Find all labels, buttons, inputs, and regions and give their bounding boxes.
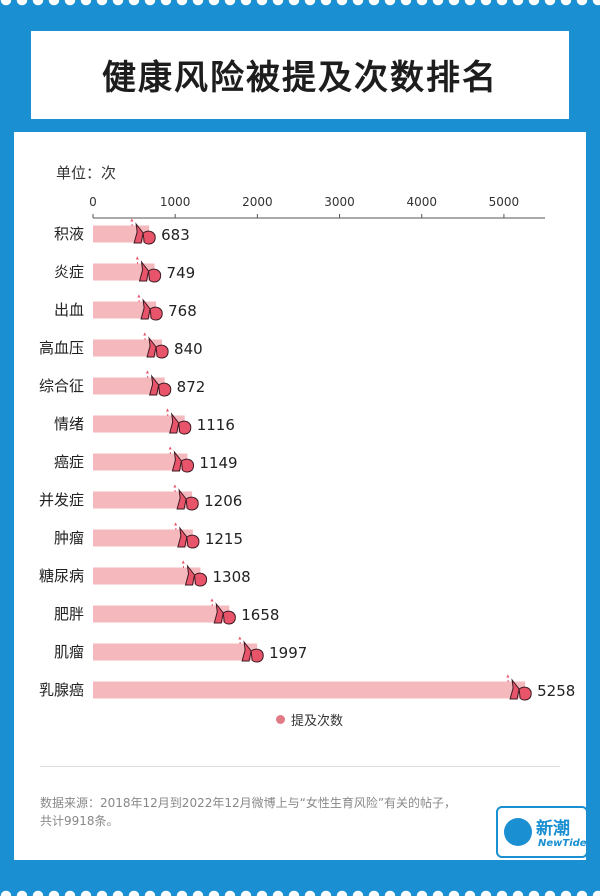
ribbon-icon: [143, 332, 169, 359]
chart-title: 健康风险被提及次数排名: [102, 58, 498, 98]
value-label: 1215: [205, 530, 243, 548]
x-tick-label: 2000: [242, 195, 273, 209]
ribbon-icon: [145, 370, 172, 397]
scalloped-border-bottom: [0, 884, 600, 896]
category-label: 肌瘤: [54, 643, 84, 661]
infographic-card: 健康风险被提及次数排名 单位：次 0 1000 2000 3000 4000 5000 积液…: [14, 14, 588, 860]
bar: [93, 301, 157, 319]
logo-text-cn: 新潮: [536, 819, 570, 839]
legend-marker: [276, 715, 285, 724]
x-tick-label: 3000: [324, 195, 355, 209]
divider: [40, 766, 560, 767]
value-label: 840: [174, 340, 203, 358]
bar: [93, 491, 193, 509]
category-label: 综合征: [39, 377, 84, 395]
category-label: 乳腺癌: [39, 681, 84, 699]
value-label: 749: [167, 264, 196, 282]
x-tick-label: 4000: [406, 195, 437, 209]
ribbon-icon: [165, 408, 192, 435]
source-line-2: 共计9918条。: [40, 814, 119, 828]
bar: [93, 263, 155, 281]
bar: [93, 377, 165, 395]
ribbon-icon: [168, 446, 194, 473]
category-label: 积液: [54, 225, 84, 243]
value-label: 5258: [537, 682, 575, 700]
ribbon-icon: [210, 598, 236, 625]
ribbon-icon: [135, 256, 162, 283]
bar: [93, 415, 185, 433]
category-label: 炎症: [54, 263, 84, 281]
source-line-1: 数据来源：2018年12月到2022年12月微博上与“女性生育风险”有关的帖子，: [40, 796, 457, 810]
x-tick-label: 5000: [489, 195, 520, 209]
ribbon-icon: [181, 560, 208, 587]
category-label: 情绪: [54, 415, 84, 433]
legend-label: 提及次数: [291, 714, 344, 729]
ribbon-icon: [137, 294, 163, 321]
category-label: 肥胖: [54, 605, 84, 623]
value-label: 1658: [241, 606, 279, 624]
ribbon-icon: [130, 218, 156, 245]
category-label: 癌症: [54, 453, 84, 471]
value-label: 768: [168, 302, 197, 320]
ribbon-icon: [238, 636, 264, 663]
category-label: 高血压: [39, 339, 84, 357]
x-tick-label: 1000: [160, 195, 191, 209]
bar: [93, 605, 230, 623]
legend: 提及次数: [276, 710, 343, 729]
logo-text-en: NewTide: [538, 838, 587, 849]
x-tick-label: 0: [89, 195, 97, 209]
value-label: 1116: [197, 416, 235, 434]
value-label: 1149: [199, 454, 237, 472]
brand-logo: 新潮 NewTide: [496, 806, 588, 858]
bar: [93, 681, 526, 699]
data-source: 数据来源：2018年12月到2022年12月微博上与“女性生育风险”有关的帖子，…: [40, 794, 500, 830]
value-label: 683: [161, 226, 190, 244]
category-label: 并发症: [39, 491, 84, 509]
ribbon-icon: [174, 522, 200, 549]
wave-logo-icon: [504, 818, 532, 846]
value-label: 1308: [212, 568, 250, 586]
bar: [93, 339, 163, 357]
category-label: 糖尿病: [39, 567, 84, 585]
category-label: 出血: [54, 301, 84, 319]
scalloped-border-top: [0, 0, 600, 12]
unit-label: 单位：次: [56, 164, 117, 182]
bar-chart: 0 1000 2000 3000 4000 5000 积液 683 炎症 749 出血 768 高血压 8…: [39, 195, 575, 701]
ribbon-icon: [173, 484, 199, 511]
value-label: 1206: [204, 492, 242, 510]
bar: [93, 529, 193, 547]
bar: [93, 567, 201, 585]
title-box: 健康风险被提及次数排名: [28, 28, 572, 122]
value-label: 872: [177, 378, 206, 396]
value-label: 1997: [269, 644, 307, 662]
ribbon-icon: [506, 674, 532, 701]
category-label: 肿瘤: [54, 529, 84, 547]
bar: [93, 453, 188, 471]
header-band: 健康风险被提及次数排名: [14, 14, 586, 132]
bar: [93, 643, 258, 661]
